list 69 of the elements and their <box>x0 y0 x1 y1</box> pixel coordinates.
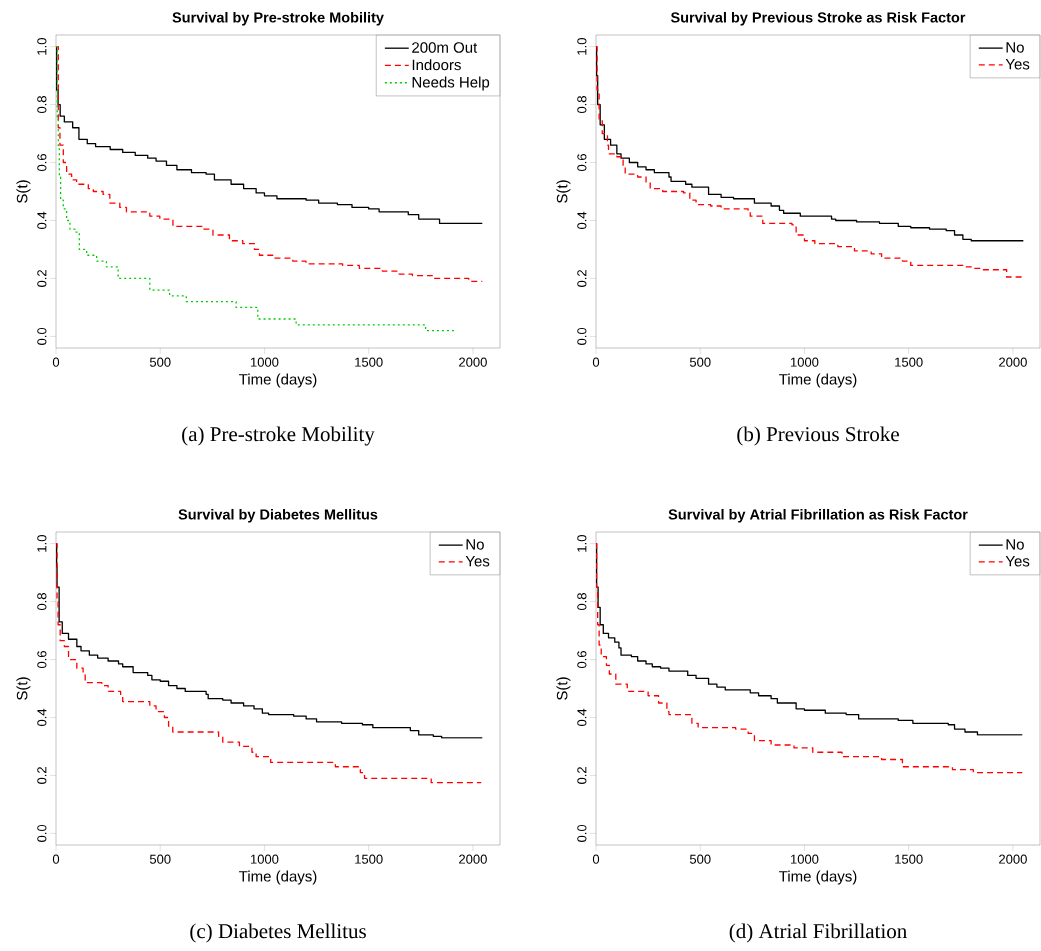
y-tick-label: 1.0 <box>37 38 47 55</box>
y-tick-label: 0.4 <box>37 211 47 230</box>
y-tick-label: 0.2 <box>577 767 587 784</box>
y-axis-title: S(t) <box>556 677 571 700</box>
y-tick-label: 0.4 <box>37 708 47 727</box>
legend-label: Yes <box>1005 556 1030 567</box>
x-tick-label: 1000 <box>790 357 819 367</box>
y-tick-label: 0.0 <box>577 327 587 345</box>
legend-label: 200m Out <box>412 42 478 53</box>
y-tick-label: 0.2 <box>577 270 587 287</box>
text: (d) Atrial Fibrillation <box>729 923 907 943</box>
y-tick-label: 0.2 <box>37 767 47 784</box>
y-tick-label: 0.8 <box>577 593 587 611</box>
legend-label: No <box>466 539 484 550</box>
x-tick-label: 1500 <box>895 357 923 367</box>
y-tick-label: 0.2 <box>37 270 47 287</box>
x-axis-title: Time (days) <box>239 870 317 885</box>
text: (b) Previous Stroke <box>737 426 899 446</box>
y-tick-label: 0.0 <box>37 327 47 345</box>
y-tick-label: 0.8 <box>37 96 47 114</box>
y-tick-label: 0.6 <box>37 651 47 669</box>
y-tick-label: 0.0 <box>577 824 587 842</box>
x-tick-label: 2000 <box>999 854 1027 864</box>
x-tick-label: 1500 <box>355 854 383 864</box>
legend-label: Yes <box>1005 59 1030 70</box>
x-tick-label: 0 <box>52 854 60 864</box>
legend-label: Needs Help <box>412 76 490 91</box>
chart-title: Survival by Pre-stroke Mobility <box>172 11 384 26</box>
x-tick-label: 1000 <box>250 854 279 864</box>
legend-label: No <box>1006 539 1024 550</box>
x-axis-title: Time (days) <box>779 870 857 885</box>
y-tick-label: 0.0 <box>37 824 47 842</box>
x-tick-label: 2000 <box>999 357 1027 367</box>
y-tick-label: 0.6 <box>577 154 587 172</box>
y-tick-label: 1.0 <box>577 535 587 552</box>
x-tick-label: 0 <box>592 357 600 367</box>
text: (a) Pre-stroke Mobility <box>182 426 375 446</box>
text: (c) Diabetes Mellitus <box>190 923 366 943</box>
y-tick-label: 1.0 <box>577 38 587 55</box>
legend-label: Indoors <box>412 59 461 71</box>
y-tick-label: 0.4 <box>577 211 587 230</box>
x-tick-label: 2000 <box>459 357 487 367</box>
x-tick-label: 1000 <box>790 854 819 864</box>
x-tick-label: 1500 <box>895 854 923 864</box>
x-tick-label: 2000 <box>459 854 487 864</box>
y-tick-label: 0.6 <box>37 154 47 172</box>
x-axis-title: Time (days) <box>239 373 317 388</box>
y-tick-label: 0.8 <box>37 593 47 611</box>
y-tick-label: 1.0 <box>37 535 47 552</box>
y-axis-title: S(t) <box>16 677 31 700</box>
y-tick-label: 0.8 <box>577 96 587 114</box>
chart-title: Survival by Diabetes Mellitus <box>178 508 378 523</box>
chart-title: Survival by Previous Stroke as Risk Factor <box>670 11 966 26</box>
x-tick-label: 500 <box>689 854 711 864</box>
x-tick-label: 500 <box>689 357 711 367</box>
chart-title: Survival by Atrial Fibrillation as Risk Factor <box>668 508 968 523</box>
x-tick-label: 0 <box>52 357 60 367</box>
x-tick-label: 1000 <box>250 357 279 367</box>
x-tick-label: 0 <box>592 854 600 864</box>
x-tick-label: 500 <box>149 854 171 864</box>
x-tick-label: 1500 <box>355 357 383 367</box>
y-axis-title: S(t) <box>556 180 571 203</box>
legend-label: No <box>1006 42 1024 53</box>
y-tick-label: 0.4 <box>577 708 587 727</box>
x-axis-title: Time (days) <box>779 373 857 388</box>
x-tick-label: 500 <box>149 357 171 367</box>
y-tick-label: 0.6 <box>577 651 587 669</box>
y-axis-title: S(t) <box>16 180 31 203</box>
legend-label: Yes <box>465 556 490 567</box>
